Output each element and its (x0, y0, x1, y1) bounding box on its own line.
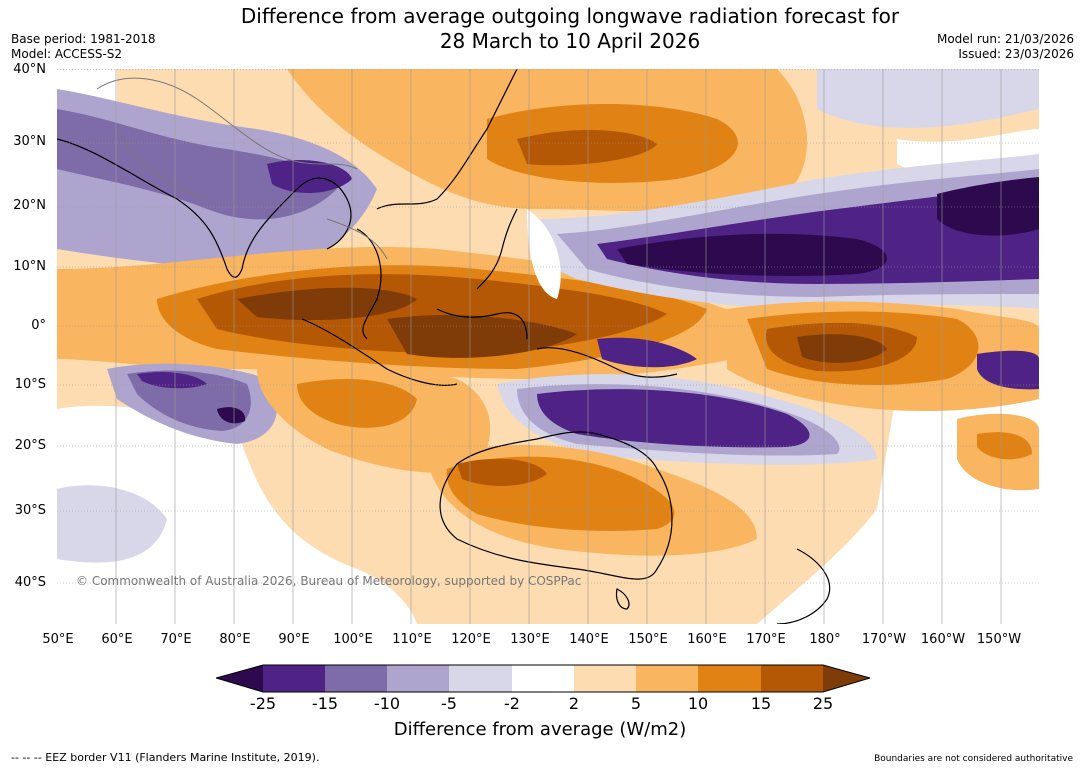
colorbar-tick: 25 (812, 694, 834, 713)
lat-label: 20°N (13, 198, 46, 213)
colorbar-tick: 15 (750, 694, 772, 713)
lon-label: 70°E (160, 632, 192, 647)
colorbar-tick: -2 (504, 694, 520, 713)
lat-label: 0° (31, 318, 46, 333)
colorbar-segment (263, 665, 325, 692)
colorbar-tick: 2 (568, 694, 580, 713)
colorbar-tick: 10 (687, 694, 709, 713)
base-period: Base period: 1981-2018 (11, 32, 156, 46)
colorbar-segment (449, 665, 512, 692)
colorbar-title: Difference from average (W/m2) (393, 719, 687, 740)
coastlines (57, 69, 831, 624)
lon-label: 140°E (569, 632, 609, 647)
colorbar-segment (823, 665, 870, 692)
lon-label: 180° (809, 632, 841, 647)
gridlines (57, 69, 1039, 624)
title-line-1: Difference from average outgoing longwav… (240, 4, 900, 28)
olr-anomaly-map (57, 69, 1039, 624)
lat-label: 30°S (14, 503, 46, 518)
lon-label: 120°E (451, 632, 491, 647)
colorbar (216, 664, 870, 693)
lat-label: 10°S (14, 377, 46, 392)
lon-label: 80°E (219, 632, 251, 647)
boundaries-disclaimer: Boundaries are not considered authoritat… (874, 754, 1073, 764)
colorbar-tick: 5 (630, 694, 642, 713)
lon-label: 170°E (746, 632, 786, 647)
colorbar-segment (574, 665, 636, 692)
model-name: Model: ACCESS-S2 (11, 47, 123, 61)
issued-date: Issued: 23/03/2026 (958, 47, 1074, 61)
colorbar-tick: -5 (441, 694, 457, 713)
lon-label: 170°W (861, 632, 907, 647)
title-line-2: 28 March to 10 April 2026 (439, 29, 701, 53)
lon-label: 160°E (687, 632, 727, 647)
copyright-notice: © Commonwealth of Australia 2026, Bureau… (76, 574, 582, 588)
lon-label: 160°W (920, 632, 966, 647)
anomaly-field (57, 69, 1039, 624)
colorbar-segment (325, 665, 387, 692)
colorbar-outline (216, 664, 870, 693)
colorbar-tick: -10 (373, 694, 401, 713)
lon-label: 110°E (392, 632, 432, 647)
colorbar-segment (216, 665, 263, 692)
colorbar-tick: -25 (249, 694, 277, 713)
meta-left: Base period: 1981-2018 Model: ACCESS-S2 (11, 32, 156, 62)
lon-label: 90°E (278, 632, 310, 647)
lon-label: 60°E (101, 632, 133, 647)
colorbar-segment (761, 665, 823, 692)
eez-legend: -- -- -- EEZ border V11 (Flanders Marine… (11, 751, 320, 764)
colorbar-segment (512, 665, 574, 692)
lat-label: 10°N (13, 259, 46, 274)
lat-label: 20°S (14, 438, 46, 453)
model-run: Model run: 21/03/2026 (936, 32, 1074, 46)
colorbar-segment (387, 665, 449, 692)
lat-label: 40°N (13, 62, 46, 77)
lon-label: 130°E (510, 632, 550, 647)
lat-label: 30°N (13, 134, 46, 149)
lon-label: 150°E (628, 632, 668, 647)
lat-label: 40°S (14, 575, 46, 590)
meta-right: Model run: 21/03/2026 Issued: 23/03/2026 (937, 32, 1074, 62)
lon-label: 150°W (976, 632, 1022, 647)
map-title: Difference from average outgoing longwav… (150, 4, 990, 54)
lon-label: 50°E (42, 632, 74, 647)
colorbar-tick: -15 (311, 694, 339, 713)
colorbar-segment (636, 665, 698, 692)
colorbar-segment (698, 665, 761, 692)
lon-label: 100°E (333, 632, 373, 647)
